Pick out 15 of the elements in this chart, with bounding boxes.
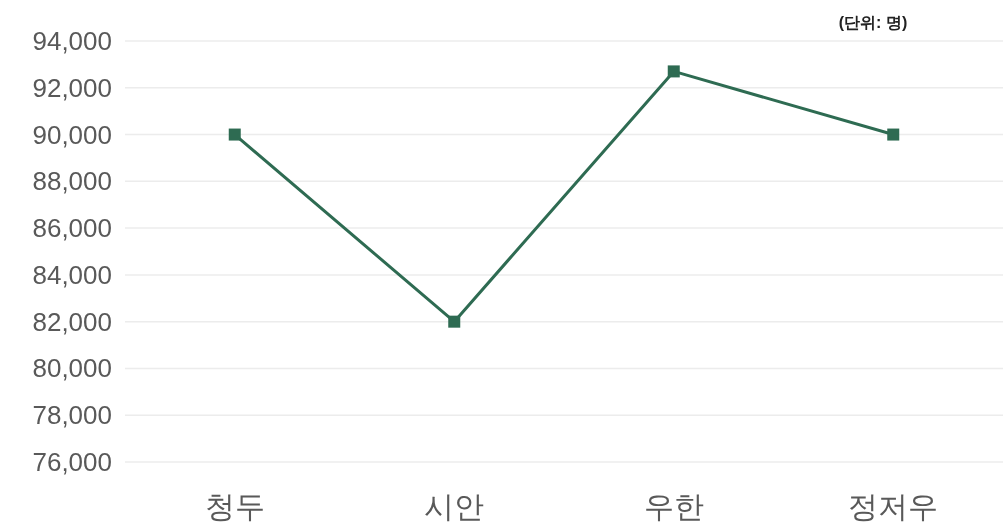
x-tick-label: 청두	[204, 490, 265, 523]
y-tick-label: 90,000	[32, 119, 112, 150]
y-tick-label: 88,000	[32, 166, 112, 197]
y-tick-label: 84,000	[32, 259, 112, 290]
text: (단위: 명)	[838, 14, 908, 31]
x-tick-label: 우한	[643, 490, 704, 523]
x-tick-label: 시안	[424, 490, 485, 523]
x-tick-label: 정저우	[848, 490, 939, 523]
y-tick-label: 94,000	[32, 26, 112, 56]
y-tick-label: 78,000	[32, 400, 112, 431]
y-tick-label: 76,000	[32, 447, 112, 477]
y-tick-label: 92,000	[32, 72, 112, 103]
y-tick-label: 86,000	[32, 213, 112, 244]
y-tick-label: 80,000	[32, 353, 112, 384]
y-tick-label: 82,000	[32, 306, 112, 337]
